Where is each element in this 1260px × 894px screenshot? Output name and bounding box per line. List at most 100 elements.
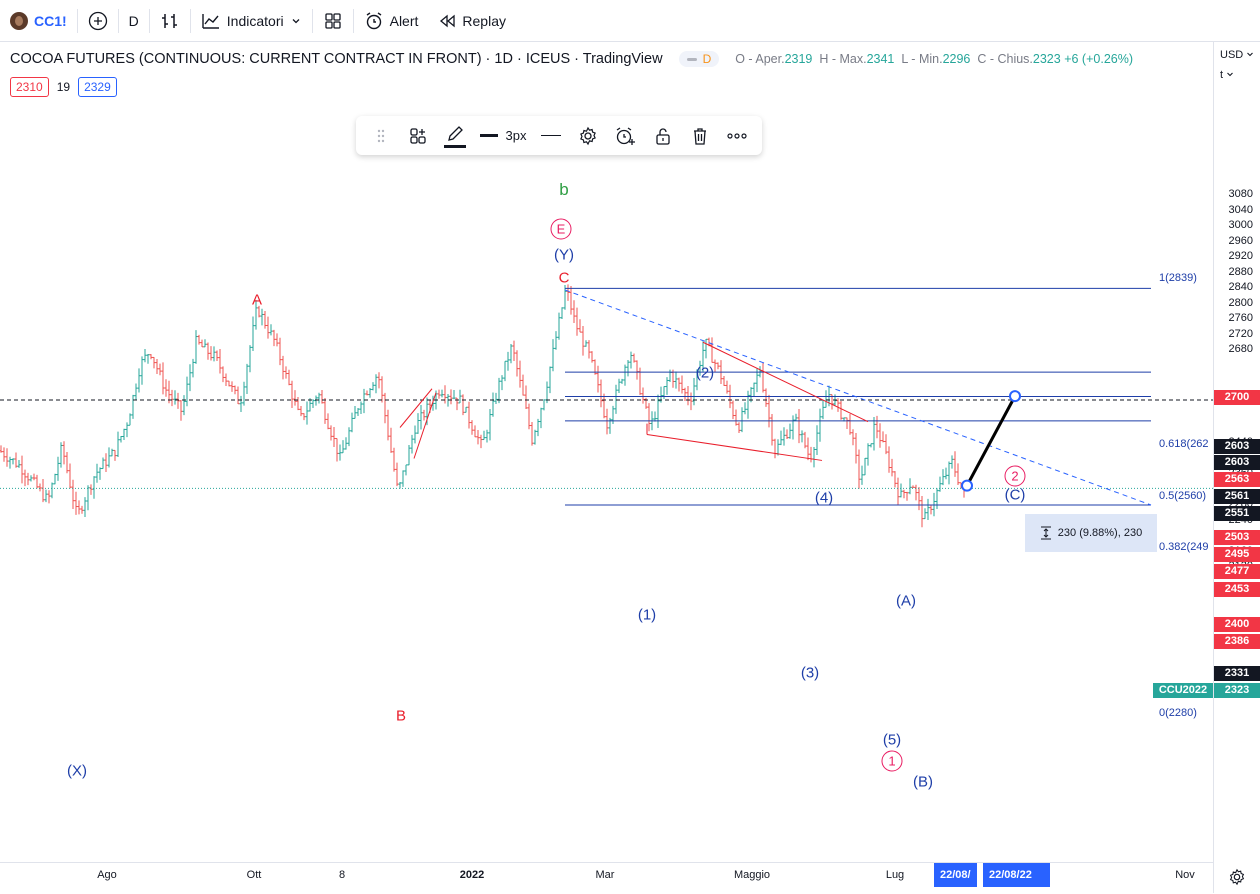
add-circle-icon [88, 11, 107, 30]
fib-label-05[interactable]: 0.5(2560) [1159, 490, 1207, 502]
unit-selector[interactable]: t [1220, 69, 1234, 81]
market-status-badge[interactable]: D [678, 51, 720, 67]
time-axis-label: Nov [1175, 869, 1195, 881]
wave-e-circle: E [550, 218, 572, 240]
wave-label-c-blue[interactable]: (C) [1004, 486, 1026, 504]
wave-label-circle-1[interactable]: 1 [881, 750, 903, 772]
interval-label: D [128, 12, 139, 29]
price-tag: 2603 [1214, 455, 1260, 470]
high-label: H - Max. [819, 52, 867, 66]
pencil-icon [444, 125, 467, 148]
price-tag: 2700 [1214, 390, 1260, 405]
bid-button[interactable]: 2310 [10, 77, 49, 97]
top-toolbar: CC1! D Indicatori Alert Replay [0, 0, 1260, 42]
wave-label-y[interactable]: (Y) [554, 246, 574, 264]
wave-label-a[interactable]: (A) [896, 592, 916, 610]
fib-label-0618[interactable]: 0.618(262 [1159, 438, 1209, 450]
add-alert-button[interactable] [612, 122, 638, 150]
trash-icon [693, 127, 706, 145]
settings-corner-button[interactable] [1228, 868, 1246, 891]
symbol-title[interactable]: COCOA FUTURES (CONTINUOUS: CURRENT CONTR… [10, 51, 663, 67]
layout-button[interactable] [313, 0, 353, 42]
price-tag: 2477 [1214, 564, 1260, 579]
price-tag: 2551 [1214, 506, 1260, 521]
fib-label-0[interactable]: 0(2280) [1159, 707, 1197, 719]
templates-button[interactable] [405, 122, 431, 150]
indicators-button[interactable]: Indicatori [191, 0, 312, 42]
fib-label-1[interactable]: 1(2839) [1159, 272, 1197, 284]
chevron-down-icon [292, 18, 300, 23]
open-label: O - Aper. [735, 52, 785, 66]
channel-line-lower [413, 392, 437, 459]
compare-button[interactable] [78, 0, 118, 42]
price-chart[interactable] [0, 42, 1213, 862]
more-button[interactable] [724, 122, 750, 150]
price-tag: 2323 [1214, 683, 1260, 698]
line-width-icon [479, 134, 498, 137]
replay-button[interactable]: Replay [428, 0, 516, 42]
interval-button[interactable]: D [119, 0, 149, 42]
settings-button[interactable] [575, 122, 601, 150]
chart-pane[interactable] [0, 42, 1213, 862]
alert-button[interactable]: Alert [354, 0, 429, 42]
wave-label-x[interactable]: (X) [67, 762, 87, 780]
time-axis-label: 2022 [459, 869, 485, 881]
wave-label-5[interactable]: (5) [882, 731, 902, 749]
wave-label-e[interactable]: E [550, 218, 572, 240]
price-axis-label: 2880 [1228, 265, 1253, 278]
price-axis-label: 2920 [1228, 250, 1253, 262]
status-letter: D [702, 52, 712, 66]
projection-handle-start [961, 479, 973, 492]
price-scale[interactable]: USD t 3080 3040 3000 2960 2920 2880 2840 2800 27… [1213, 42, 1260, 893]
time-axis-label: Ott [246, 869, 262, 881]
wave-label-4[interactable]: (4) [814, 489, 834, 507]
measure-tooltip[interactable]: 230 (9.88%), 230 [1025, 514, 1157, 552]
measure-arrow-icon [1040, 526, 1051, 540]
chart-type-button[interactable] [150, 0, 190, 42]
wave-label-2[interactable]: (2) [695, 364, 715, 382]
spread-value: 19 [56, 80, 71, 94]
drag-handle[interactable] [368, 122, 394, 150]
wave-label-b[interactable]: b [559, 180, 569, 199]
wave-label-3[interactable]: (3) [800, 664, 820, 682]
price-tag: 2386 [1214, 634, 1260, 649]
delete-button[interactable] [687, 122, 713, 150]
cocoa-logo-icon [10, 11, 28, 30]
replay-label: Replay [462, 12, 506, 29]
price-axis-label: 2960 [1228, 234, 1253, 247]
indicators-icon [202, 13, 219, 29]
wave-label-a-red[interactable]: A [251, 291, 263, 309]
alarm-plus-icon [617, 126, 636, 145]
line-color-button[interactable] [442, 122, 468, 150]
chevron-down-icon [1227, 72, 1234, 77]
drag-dots-icon [377, 129, 384, 142]
chart-legend: COCOA FUTURES (CONTINUOUS: CURRENT CONTR… [10, 51, 1133, 67]
crosshair-date-tag: 22/08/ [934, 863, 977, 887]
close-label: C - Chius. [977, 52, 1033, 66]
currency-selector[interactable]: USD [1220, 49, 1254, 61]
high-value: 2341 [866, 52, 895, 66]
wave-label-c-red[interactable]: C [558, 269, 570, 287]
projection-line [965, 395, 1017, 487]
line-style-button[interactable] [538, 122, 564, 150]
time-axis-label: Mar [595, 869, 615, 881]
wave-label-b-red[interactable]: B [395, 707, 407, 725]
price-tag: 2331 [1214, 666, 1260, 681]
low-value: 2296 [942, 52, 971, 66]
symbol-search[interactable]: CC1! [0, 0, 77, 42]
wave-label-b-blue[interactable]: (B) [913, 773, 933, 791]
contract-tag: CCU2022 [1153, 683, 1213, 698]
price-tag: 2503 [1214, 530, 1260, 545]
wave-label-1[interactable]: (1) [637, 606, 657, 624]
price-axis-label: 2760 [1228, 312, 1253, 324]
wave-label-circle-2[interactable]: 2 [1004, 465, 1026, 487]
time-axis-label: Lug [885, 869, 905, 881]
time-scale[interactable]: Ago Ott 8 2022 Mar Maggio Lug Nov 22/08/22/08/22 [0, 862, 1213, 894]
line-width-button[interactable]: 3px [479, 122, 527, 150]
time-axis-label: Maggio [733, 869, 771, 881]
fib-label-0382[interactable]: 0.382(249 [1159, 541, 1209, 553]
chevron-down-icon [1247, 52, 1254, 57]
ask-button[interactable]: 2329 [78, 77, 117, 97]
lock-button[interactable] [650, 122, 676, 150]
price-axis-label: 2800 [1228, 296, 1253, 309]
